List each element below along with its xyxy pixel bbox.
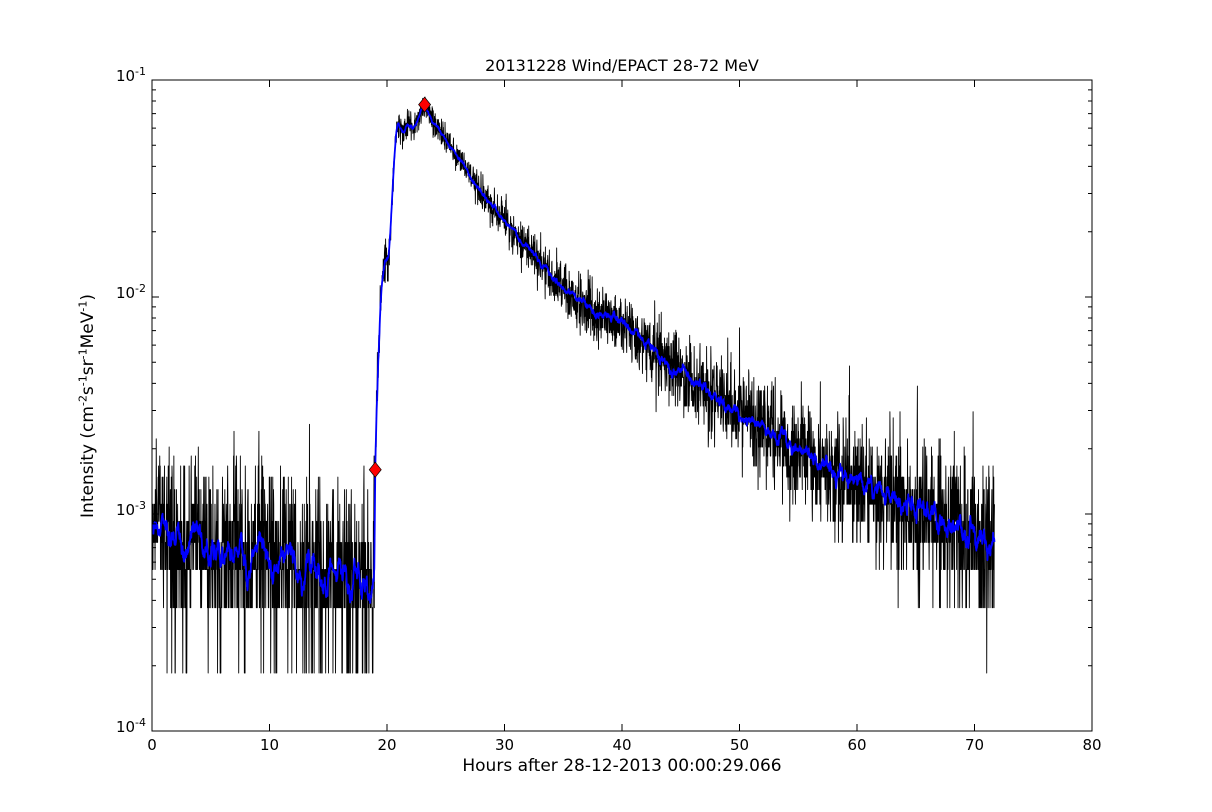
x-tick-label: 40 — [612, 736, 632, 754]
y-axis-label: Intensity (cm-2s-1sr-1MeV-1) — [76, 294, 98, 518]
x-tick-label: 80 — [1082, 736, 1102, 754]
x-tick-label: 60 — [847, 736, 867, 754]
x-tick-label: 20 — [377, 736, 397, 754]
x-axis-label: Hours after 28-12-2013 00:00:29.066 — [462, 756, 782, 776]
x-tick-label: 50 — [729, 736, 750, 754]
marker-diamond-event-onset — [368, 461, 382, 478]
tick-marks — [151, 79, 1093, 732]
x-tick-label: 70 — [964, 736, 985, 754]
y-tick-label: 10-4 — [115, 716, 146, 736]
x-tick-label: 10 — [259, 736, 280, 754]
y-tick-label: 10-3 — [115, 499, 146, 519]
x-tick-label: 30 — [494, 736, 515, 754]
y-tick-label: 10-2 — [115, 282, 146, 302]
y-tick-label: 10-1 — [115, 65, 146, 85]
marker-diamond-event-peak — [418, 96, 432, 113]
axes-frame — [151, 79, 1093, 732]
chart-title: 20131228 Wind/EPACT 28-72 MeV — [485, 56, 759, 75]
smoothed-series-path — [152, 103, 996, 604]
raw-series-path — [152, 96, 995, 674]
x-tick-label: 0 — [147, 736, 157, 754]
